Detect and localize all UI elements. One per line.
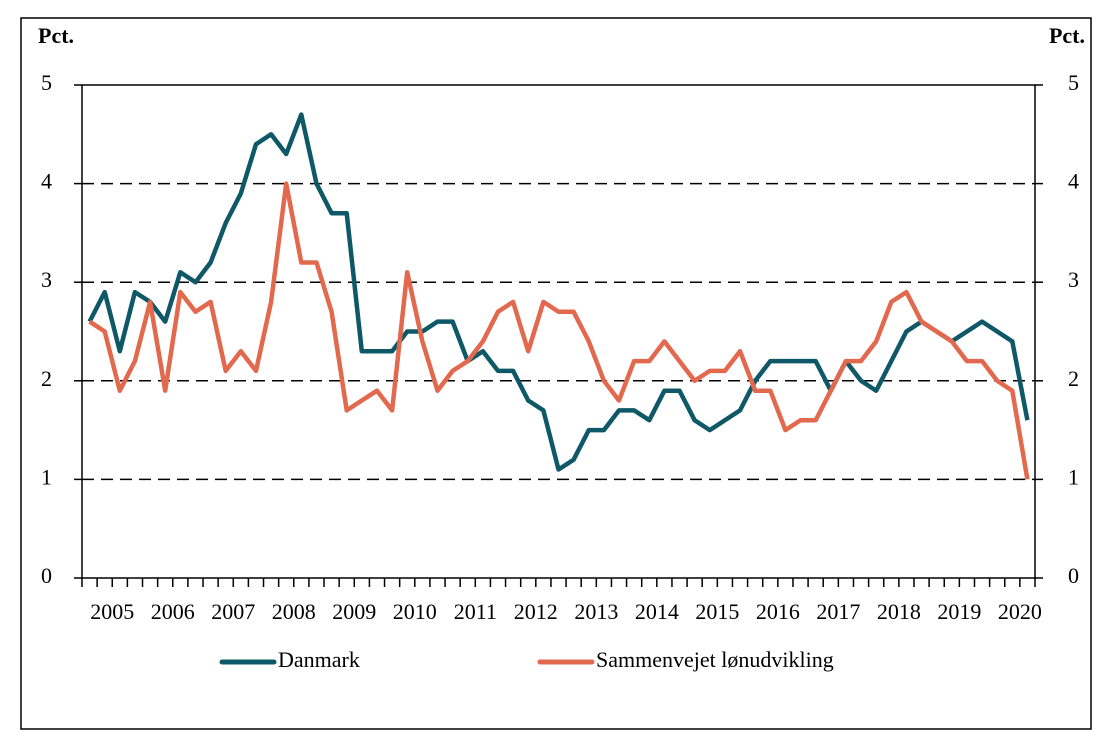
- y2-tick-label: 0: [1068, 563, 1079, 588]
- y2-tick-label: 2: [1068, 366, 1079, 391]
- y2-tick-label: 5: [1068, 70, 1079, 95]
- y-tick-label: 0: [41, 563, 52, 588]
- y-tick-label: 5: [41, 70, 52, 95]
- y2-tick-label: 3: [1068, 267, 1079, 292]
- y-tick-label: 4: [41, 169, 52, 194]
- x-tick-label: 2018: [877, 599, 921, 624]
- x-tick-label: 2009: [332, 599, 376, 624]
- y-tick-label: 2: [41, 366, 52, 391]
- x-tick-label: 2020: [998, 599, 1042, 624]
- series-line: [88, 181, 1030, 480]
- y2-axis-label: Pct.: [1049, 23, 1085, 48]
- x-tick-label: 2012: [514, 599, 558, 624]
- y-tick-label: 3: [41, 267, 52, 292]
- x-tick-label: 2015: [695, 599, 739, 624]
- y-axis-label: Pct.: [38, 23, 74, 48]
- x-tick-label: 2017: [816, 599, 860, 624]
- plot-frame: [81, 84, 1036, 579]
- frame: [20, 17, 1092, 730]
- x-tick-label: 2014: [635, 599, 679, 624]
- x-tick-label: 2019: [937, 599, 981, 624]
- series-line: [87, 112, 1030, 472]
- x-tick-label: 2008: [272, 599, 316, 624]
- legend-label: Sammenvejet lønudvikling: [596, 647, 834, 672]
- x-tick-label: 2013: [574, 599, 618, 624]
- y2-tick-label: 4: [1068, 169, 1079, 194]
- legend-label: Danmark: [278, 647, 360, 672]
- y2-tick-label: 1: [1068, 464, 1079, 489]
- x-tick-label: 2007: [211, 599, 255, 624]
- x-tick-label: 2006: [151, 599, 195, 624]
- x-tick-label: 2010: [393, 599, 437, 624]
- x-tick-label: 2016: [756, 599, 800, 624]
- x-tick-label: 2005: [90, 599, 134, 624]
- y-tick-label: 1: [41, 464, 52, 489]
- x-tick-label: 2011: [454, 599, 497, 624]
